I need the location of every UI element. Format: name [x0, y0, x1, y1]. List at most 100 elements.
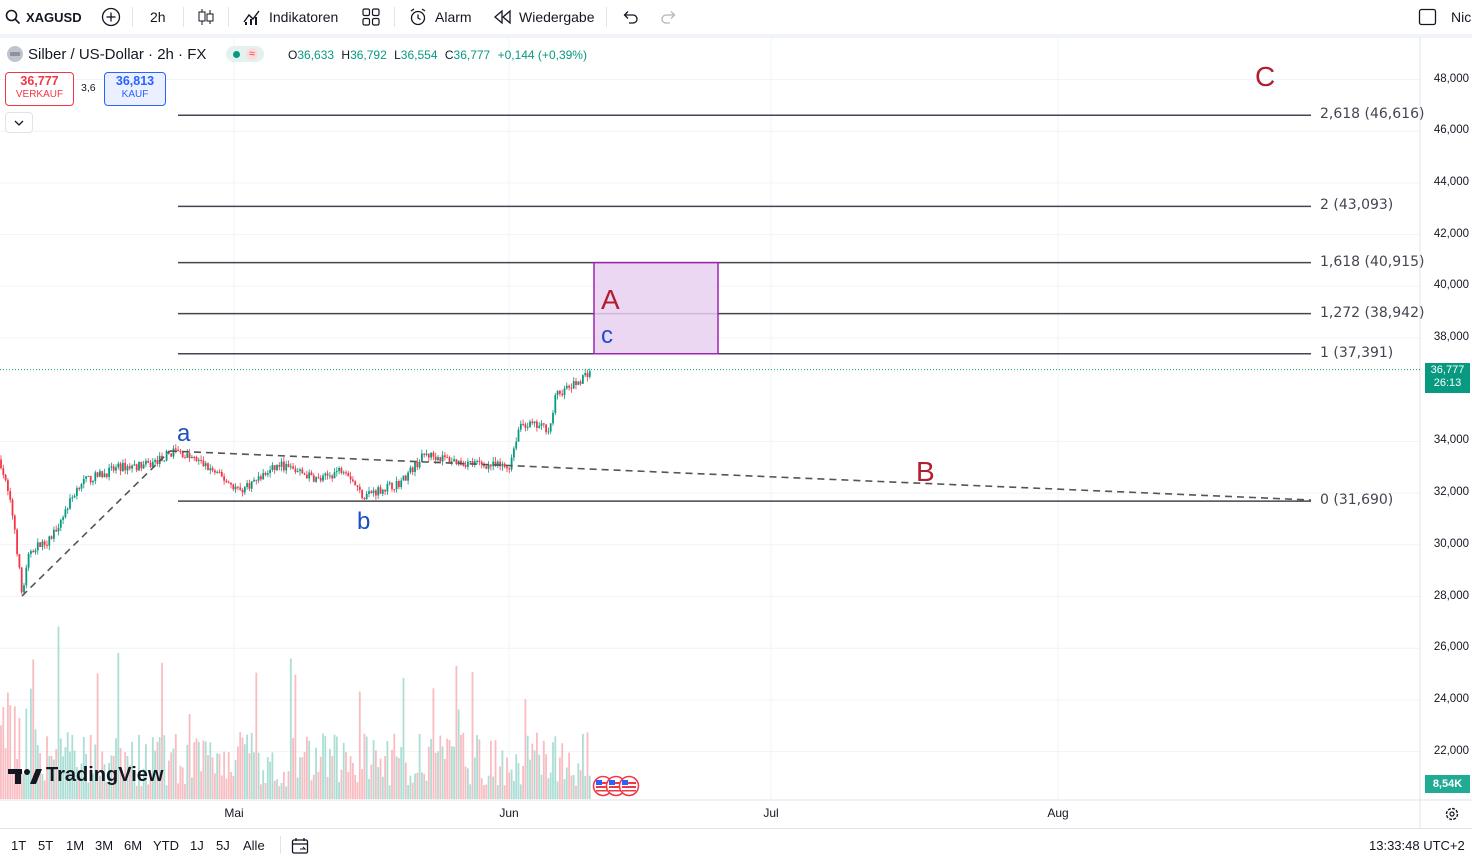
- price-chart[interactable]: [0, 38, 1472, 828]
- candle-body: [416, 461, 419, 468]
- candle-body: [158, 455, 161, 465]
- bottom-toolbar: 1T 5T 1M 3M 6M YTD 1J 5J Alle 13:33:48 U…: [0, 828, 1472, 861]
- range-5J[interactable]: 5J: [216, 838, 230, 853]
- candle-body: [62, 517, 64, 520]
- candle-body: [370, 491, 373, 494]
- candle-body: [519, 423, 522, 430]
- replay-button[interactable]: Wiedergabe: [494, 0, 595, 34]
- candle-body: [296, 471, 299, 473]
- volume-bar: [223, 751, 225, 799]
- volume-bar: [110, 755, 113, 799]
- range-5T[interactable]: 5T: [38, 838, 54, 853]
- range-3M[interactable]: 3M: [95, 838, 114, 853]
- volume-bar: [253, 752, 255, 799]
- candle-body: [209, 468, 212, 471]
- candle-body: [469, 461, 472, 463]
- volume-bar: [377, 767, 380, 799]
- volume-bar: [372, 740, 375, 799]
- candle-body: [59, 519, 62, 528]
- candle-body: [165, 451, 168, 461]
- volume-bar: [161, 662, 163, 799]
- range-YTD[interactable]: YTD: [153, 838, 179, 853]
- gear-icon: [1445, 807, 1459, 821]
- range-1T[interactable]: 1T: [11, 838, 27, 853]
- volume-bar: [506, 757, 508, 799]
- candle-body: [271, 465, 274, 470]
- indicators-button[interactable]: Indikatoren: [242, 0, 338, 34]
- volume-bar: [191, 777, 193, 799]
- candle-body: [25, 567, 28, 586]
- candle-body: [30, 551, 32, 554]
- toolbar-divider: [132, 7, 133, 27]
- volume-bar: [448, 740, 451, 799]
- buy-label: KAUF: [121, 89, 149, 100]
- candle-body: [393, 489, 396, 491]
- redo-button[interactable]: [660, 0, 678, 34]
- undo-button[interactable]: [621, 0, 639, 34]
- price-tick-label: 46,000: [1433, 124, 1469, 137]
- candle-body: [156, 460, 159, 465]
- volume-bar: [64, 747, 67, 799]
- candle-body: [276, 465, 278, 471]
- candle-body: [170, 453, 173, 457]
- symbol-search[interactable]: XAGUSD: [5, 0, 82, 34]
- volume-bar: [181, 767, 184, 799]
- alarm-clock-icon: [410, 8, 426, 26]
- candle-body: [117, 463, 120, 468]
- fullscreen-toggle[interactable]: Nic: [1418, 0, 1471, 34]
- buy-price: 36,813: [115, 74, 155, 88]
- goto-date-button[interactable]: [291, 837, 311, 860]
- legend-collapse-button[interactable]: [5, 112, 33, 133]
- layouts-button[interactable]: [362, 0, 380, 34]
- chart-grid: [0, 38, 1472, 828]
- open-value: 36,633: [297, 48, 335, 62]
- volume-bar: [570, 775, 573, 799]
- volume-bar: [156, 741, 159, 799]
- candle-body: [517, 429, 520, 442]
- economic-events[interactable]: [592, 775, 640, 797]
- sell-button[interactable]: 36,777 VERKAUF: [5, 72, 74, 106]
- volume-bar: [450, 746, 453, 799]
- candle-body: [490, 464, 492, 467]
- volume-bar: [204, 741, 207, 799]
- clock-timezone[interactable]: 13:33:48 UTC+2: [1369, 838, 1465, 853]
- candle-body: [46, 544, 48, 546]
- candle-body: [138, 462, 140, 471]
- chart-type-button[interactable]: [197, 0, 215, 34]
- volume-bar: [526, 735, 529, 799]
- range-6M[interactable]: 6M: [124, 838, 143, 853]
- candle-body: [563, 388, 566, 396]
- volume-bar: [329, 748, 331, 799]
- volume-bar: [214, 773, 216, 799]
- market-status-badge[interactable]: ≈: [226, 46, 265, 62]
- volume-bar: [568, 752, 570, 799]
- volume-bar: [262, 770, 265, 799]
- grid-icon: [362, 8, 380, 26]
- watermark-text: TradingView: [46, 764, 164, 786]
- axis-settings-button[interactable]: [1444, 806, 1460, 827]
- wave-label-a: a: [177, 420, 191, 447]
- volume-bar: [582, 733, 584, 799]
- volume-bar: [487, 775, 490, 799]
- buy-button[interactable]: 36,813 KAUF: [104, 72, 166, 106]
- range-1J[interactable]: 1J: [190, 838, 204, 853]
- volume-bar: [303, 752, 306, 799]
- silver-coin-icon: [7, 46, 23, 62]
- alarm-button[interactable]: Alarm: [408, 0, 472, 34]
- candle-body: [266, 473, 269, 475]
- volume-bar: [280, 783, 283, 799]
- candle-body: [55, 529, 58, 532]
- compare-button[interactable]: [101, 0, 121, 34]
- volume-bar: [425, 780, 428, 799]
- volume-bar: [133, 770, 136, 799]
- interval-button[interactable]: 2h: [150, 0, 166, 34]
- status-dot-icon: [232, 50, 240, 58]
- candle-body: [501, 463, 504, 467]
- candle-body: [53, 529, 55, 539]
- volume-bars: [0, 626, 591, 799]
- toolbar-divider: [394, 7, 395, 27]
- volume-bar: [565, 767, 568, 799]
- range-Alle[interactable]: Alle: [243, 838, 265, 853]
- range-1M[interactable]: 1M: [66, 838, 85, 853]
- tradingview-watermark[interactable]: TradingView: [8, 764, 163, 787]
